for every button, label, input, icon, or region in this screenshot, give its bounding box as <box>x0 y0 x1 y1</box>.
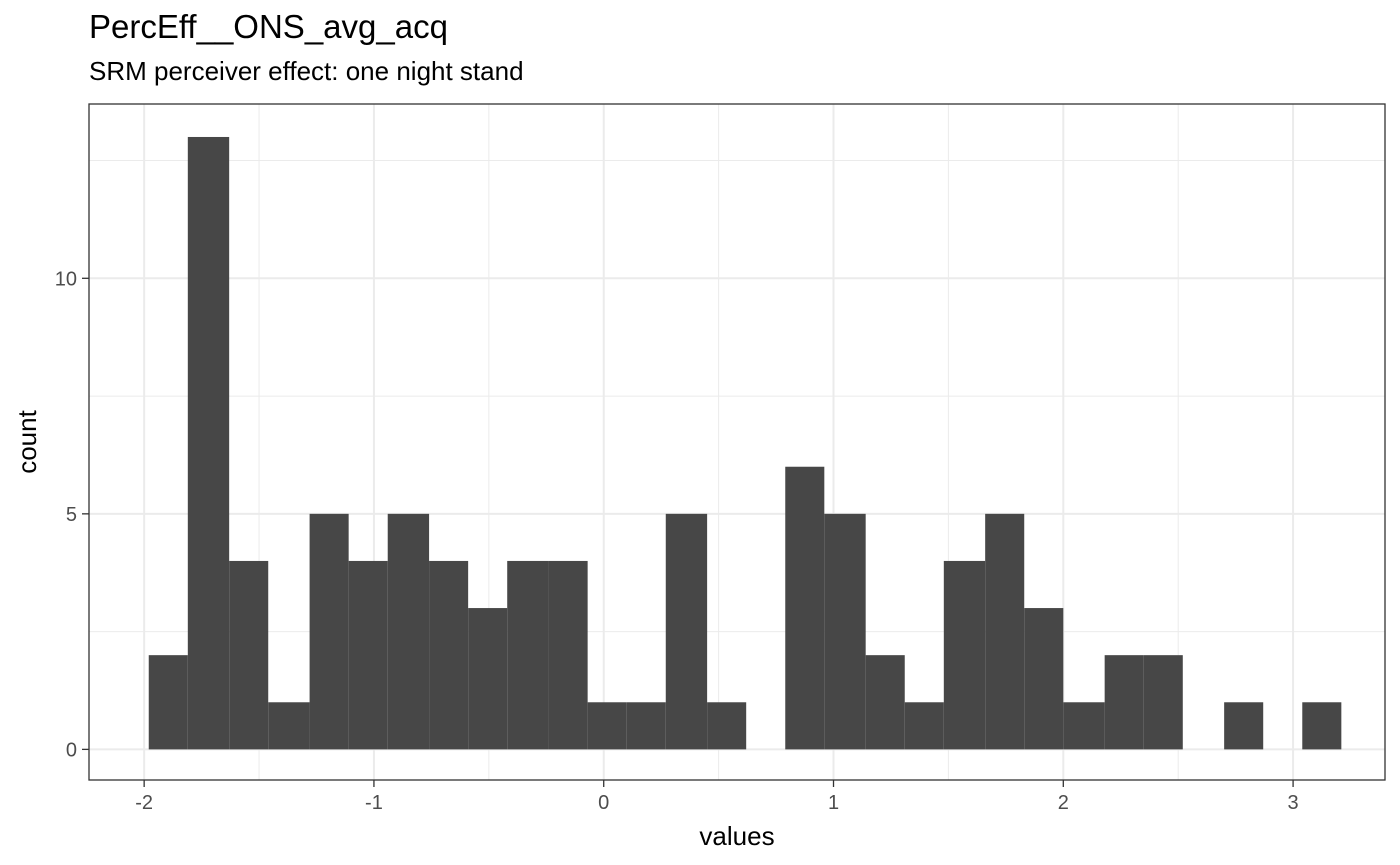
histogram-bar <box>985 513 1025 750</box>
y-axis: 0 5 10 <box>55 268 89 761</box>
histogram-bar <box>1104 655 1144 750</box>
x-tick-label: -1 <box>365 792 383 814</box>
histogram-bar <box>148 655 188 750</box>
chart-title: PercEff__ONS_avg_acq <box>89 8 448 45</box>
histogram-bar <box>1224 702 1264 750</box>
histogram-bar <box>1302 702 1342 750</box>
histogram-bar <box>1024 608 1064 750</box>
histogram-bar <box>626 702 666 750</box>
histogram-bar <box>268 702 310 750</box>
histogram-bar <box>865 655 905 750</box>
histogram-bar <box>429 560 469 750</box>
x-axis-title: values <box>699 821 774 851</box>
histogram-bar <box>507 560 549 750</box>
x-axis: -2 -1 0 1 2 3 <box>135 780 1299 814</box>
histogram-bar <box>548 560 588 750</box>
plot-panel <box>89 104 1385 780</box>
histogram-bars <box>148 136 1342 750</box>
x-tick-label: 2 <box>1058 792 1069 814</box>
histogram-bar <box>1063 702 1105 750</box>
histogram-bar <box>587 702 627 750</box>
histogram-bar <box>707 702 747 750</box>
histogram-bar <box>1143 655 1183 750</box>
histogram-bar <box>468 608 508 750</box>
x-tick-label: 3 <box>1288 792 1299 814</box>
histogram-bar <box>309 513 349 750</box>
chart-subtitle: SRM perceiver effect: one night stand <box>89 56 524 86</box>
y-tick-label: 0 <box>66 739 77 761</box>
y-tick-label: 10 <box>55 268 77 290</box>
histogram-bar <box>824 513 866 750</box>
histogram-bar <box>387 513 430 750</box>
histogram-bar <box>187 136 230 750</box>
histogram-bar <box>904 702 944 750</box>
y-tick-label: 5 <box>66 504 77 526</box>
y-axis-title: count <box>12 409 42 473</box>
x-tick-label: 1 <box>828 792 839 814</box>
histogram-bar <box>943 560 986 750</box>
histogram-bar <box>229 560 269 750</box>
x-tick-label: 0 <box>598 792 609 814</box>
x-tick-label: -2 <box>135 792 153 814</box>
histogram-bar <box>785 466 825 750</box>
plot-border <box>88 103 1386 781</box>
histogram-bar <box>348 560 388 750</box>
histogram-bar <box>665 513 708 750</box>
